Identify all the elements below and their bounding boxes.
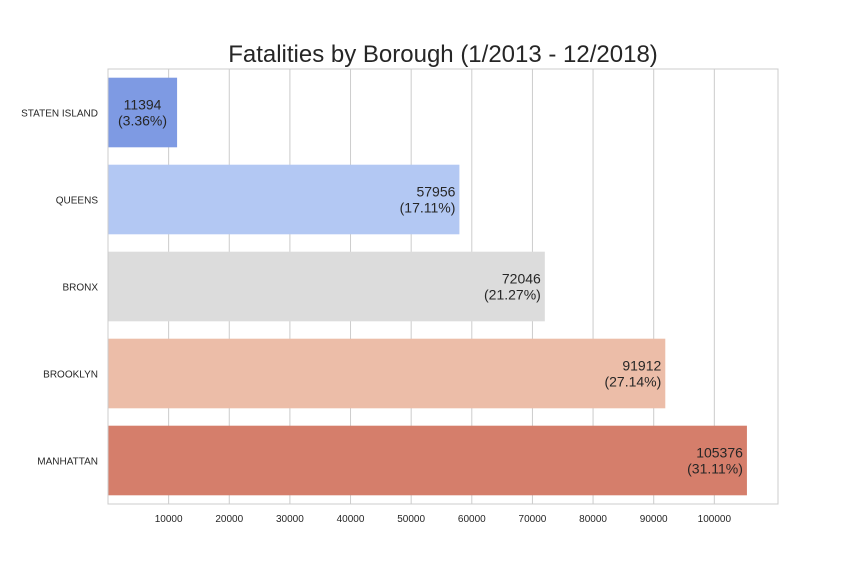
bar-value-label: 57956 xyxy=(416,184,455,200)
bars xyxy=(108,77,747,496)
bar-value-label: 91912 xyxy=(622,358,661,374)
plot-frame xyxy=(107,68,779,505)
x-tick-label: 30000 xyxy=(276,514,304,525)
x-tick-label: 70000 xyxy=(519,514,547,525)
y-category-label: MANHATTAN xyxy=(37,457,98,468)
bar xyxy=(108,164,460,235)
bar-percent-label: (3.36%) xyxy=(118,113,167,129)
x-axis-ticks: 10000 20000 30000 40000 50000 60000 70000 80000… xyxy=(155,514,732,525)
x-tick-label: 50000 xyxy=(397,514,425,525)
y-category-label: QUEENS xyxy=(56,196,99,207)
y-category-label: BRONX xyxy=(62,283,98,294)
x-tick-label: 40000 xyxy=(337,514,365,525)
data-labels: 11394(3.36%) 57956(17.11%) 72046(21.27%) 91… xyxy=(118,97,743,477)
y-axis-categories: STATEN ISLAND QUEENS BRONX BROOKLYN MANHATTA… xyxy=(21,109,98,468)
x-tick-label: 100000 xyxy=(698,514,732,525)
x-tick-label: 80000 xyxy=(579,514,607,525)
bar-percent-label: (27.14%) xyxy=(604,374,661,390)
bar-value-label: 11394 xyxy=(124,97,162,113)
bar-percent-label: (21.27%) xyxy=(484,287,541,303)
y-category-label: STATEN ISLAND xyxy=(21,109,98,120)
y-category-label: BROOKLYN xyxy=(43,370,98,381)
bar xyxy=(108,425,747,496)
bar xyxy=(108,338,666,409)
bar-percent-label: (31.11%) xyxy=(687,461,743,477)
x-tick-label: 20000 xyxy=(215,514,243,525)
bar xyxy=(108,251,545,322)
bar-value-label: 105376 xyxy=(696,445,743,461)
chart-title: Fatalities by Borough (1/2013 - 12/2018) xyxy=(228,41,658,68)
x-tick-label: 10000 xyxy=(155,514,183,525)
x-tick-label: 60000 xyxy=(458,514,486,525)
x-tick-label: 90000 xyxy=(640,514,668,525)
bar-value-label: 72046 xyxy=(502,271,541,287)
bar xyxy=(108,77,178,148)
bar-percent-label: (17.11%) xyxy=(400,200,456,216)
